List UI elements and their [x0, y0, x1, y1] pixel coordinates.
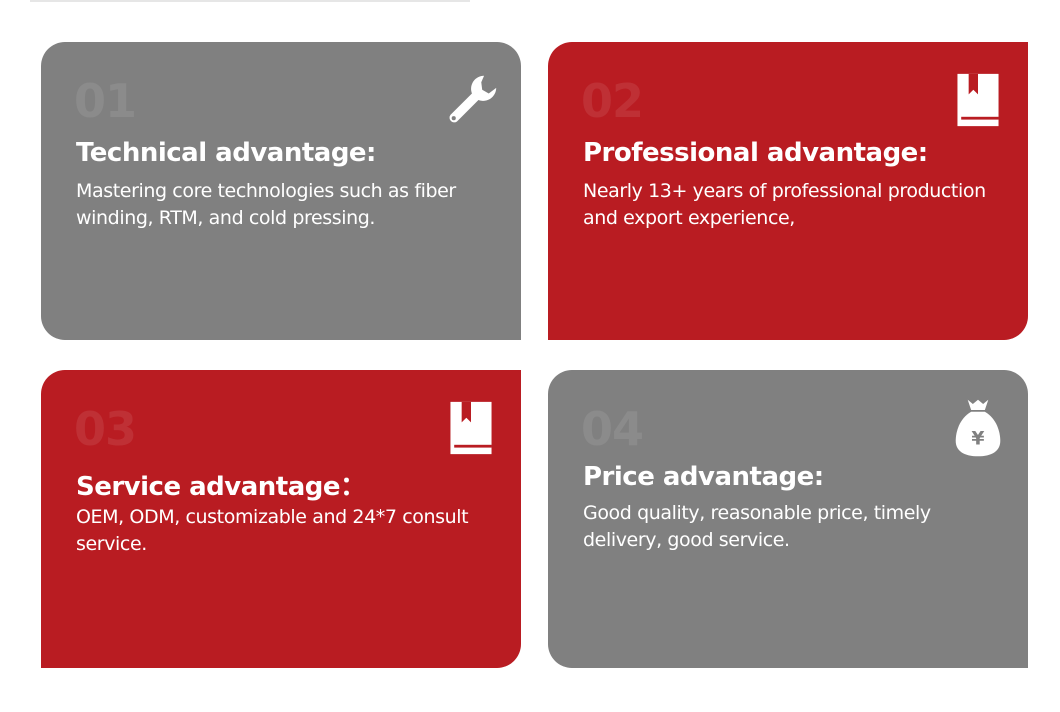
card-description: Nearly 13+ years of professional product… — [583, 180, 986, 229]
card-title: Service advantage： — [76, 472, 366, 502]
card-number: 01 — [74, 74, 137, 128]
money-bag-yen-icon: ¥ — [955, 399, 1001, 457]
card-description: OEM, ODM, customizable and 24*7 consult … — [76, 506, 469, 555]
card-title: Price advantage: — [583, 462, 824, 492]
top-divider — [30, 0, 470, 2]
wrench-icon — [449, 75, 497, 123]
card-title: Technical advantage: — [76, 138, 376, 168]
card-technical-advantage: 01 Technical advantage: Mastering core t… — [41, 42, 521, 340]
card-price-advantage: 04 ¥ Price advantage: Good quality, reas… — [548, 370, 1028, 668]
card-number: 03 — [74, 402, 137, 456]
book-icon — [957, 73, 999, 127]
card-description: Good quality, reasonable price, timely d… — [583, 502, 931, 551]
card-title: Professional advantage: — [583, 138, 928, 168]
card-description: Mastering core technologies such as fibe… — [76, 180, 456, 229]
card-service-advantage: 03 Service advantage： OEM, ODM, customiz… — [41, 370, 521, 668]
card-number: 02 — [581, 74, 644, 128]
svg-text:¥: ¥ — [971, 428, 984, 449]
book-icon — [450, 401, 492, 455]
card-professional-advantage: 02 Professional advantage: Nearly 13+ ye… — [548, 42, 1028, 340]
card-number: 04 — [581, 402, 644, 456]
